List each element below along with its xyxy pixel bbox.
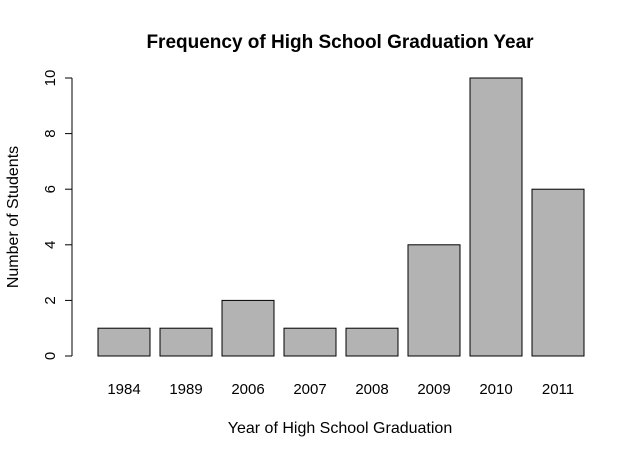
- y-tick-label: 0: [42, 352, 59, 360]
- x-tick-label-1984: 1984: [107, 381, 140, 398]
- x-tick-label-2009: 2009: [417, 381, 450, 398]
- bar-2006: [221, 299, 275, 357]
- x-tick-label-2006: 2006: [231, 381, 264, 398]
- x-tick-label-2011: 2011: [542, 381, 574, 398]
- x-tick-label-2007: 2007: [293, 381, 326, 398]
- y-axis-label: Number of Students: [5, 146, 22, 288]
- y-axis: 0 2 4 6 8 10: [42, 70, 73, 360]
- y-tick-label: 6: [42, 185, 59, 193]
- y-tick-label: 10: [42, 70, 59, 87]
- bar-2009: [407, 244, 461, 357]
- x-tick-label-1989: 1989: [169, 381, 202, 398]
- bar-1984: [97, 327, 151, 357]
- chart-title: Frequency of High School Graduation Year: [146, 32, 534, 53]
- x-tick-label-2008: 2008: [355, 381, 388, 398]
- y-tick-label: 2: [42, 296, 59, 304]
- bars: [97, 77, 585, 357]
- bar-2008: [345, 327, 399, 357]
- bar-2007: [283, 327, 337, 357]
- bar-1989: [159, 327, 213, 357]
- y-tick-label: 4: [42, 241, 59, 249]
- x-tick-label-2010: 2010: [479, 381, 512, 398]
- bar-2010: [469, 77, 523, 357]
- bar-2011: [531, 188, 585, 357]
- y-tick-label: 8: [42, 129, 59, 137]
- x-axis-label: Year of High School Graduation: [228, 420, 452, 437]
- x-tick-labels: 1984 1989 2006 2007 2008 2009 2010 2011: [107, 381, 574, 398]
